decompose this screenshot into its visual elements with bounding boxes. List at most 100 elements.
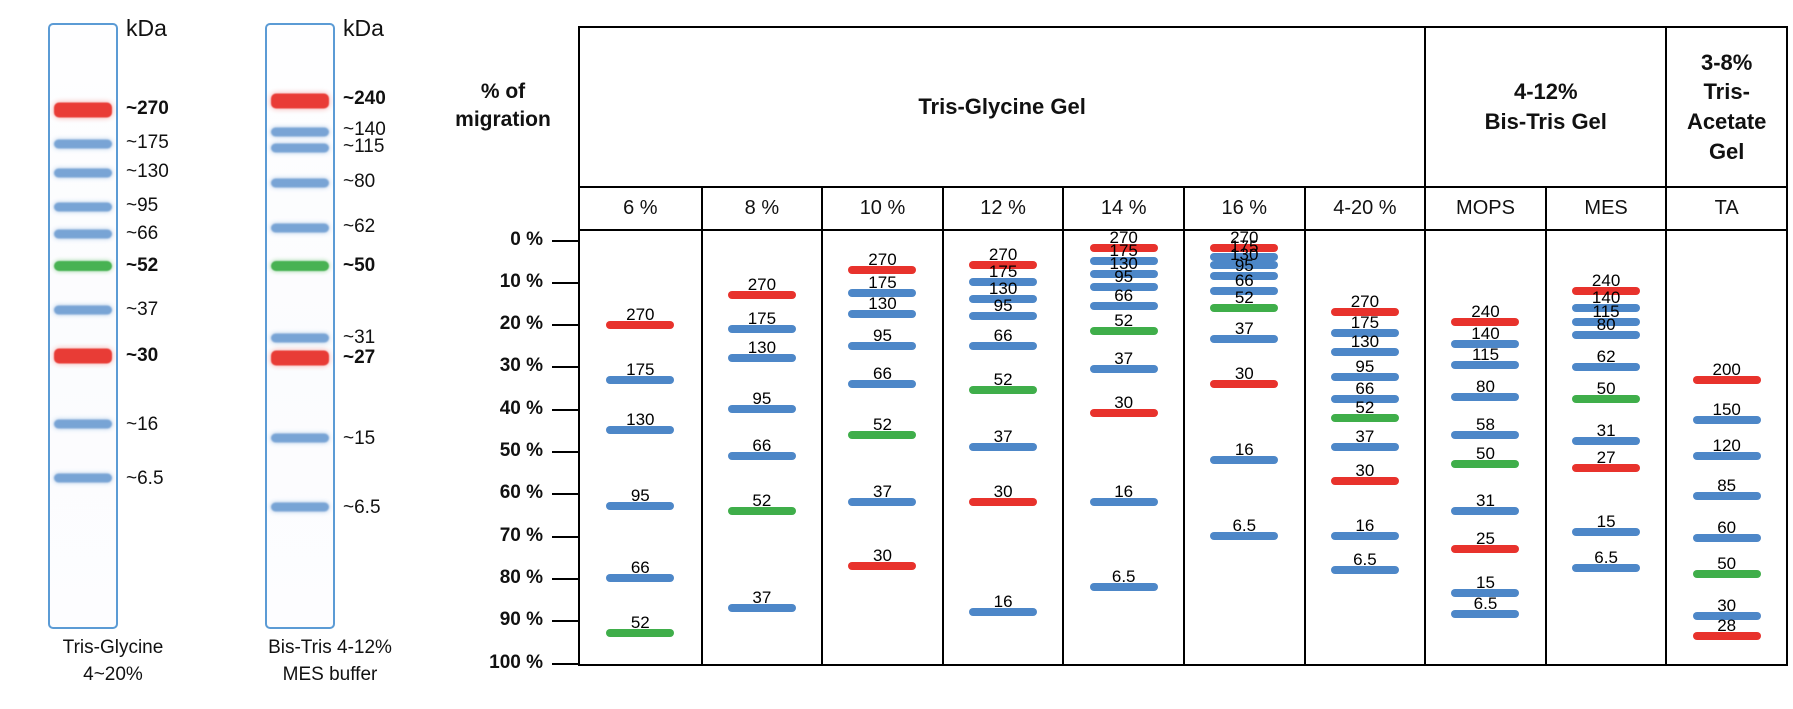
band-kda-label: 66 bbox=[1234, 270, 1254, 290]
band-kda-label: 16 bbox=[1355, 516, 1375, 536]
lane-band-6.5 bbox=[53, 473, 113, 483]
band-kda-label: 175 bbox=[626, 359, 655, 379]
band-kda-label: 6.5 bbox=[1232, 516, 1257, 536]
y-tick-mark bbox=[552, 281, 578, 284]
band-bar bbox=[1210, 303, 1279, 312]
band-bar bbox=[1089, 409, 1158, 418]
band-bar bbox=[1692, 534, 1761, 543]
band-kda-label: 37 bbox=[1114, 349, 1134, 368]
band-kda-label: 50 bbox=[1717, 554, 1737, 574]
band-kda-label: 25 bbox=[1476, 528, 1495, 548]
band-bar bbox=[1210, 532, 1279, 541]
lane-band-label: ~37 bbox=[126, 299, 159, 321]
lane-band-label: ~15 bbox=[343, 427, 376, 449]
band-bar bbox=[969, 443, 1038, 452]
band-kda-label: 130 bbox=[1230, 245, 1259, 265]
band-kda-label: 140 bbox=[1471, 323, 1500, 343]
lane-band-label: ~31 bbox=[343, 327, 376, 349]
band-kda-label: 130 bbox=[868, 294, 897, 314]
band-bar bbox=[606, 502, 675, 511]
band-kda-label: 175 bbox=[1230, 236, 1259, 256]
gel-type-header: 4-12% Bis-Tris Gel bbox=[1424, 28, 1666, 188]
band-bar bbox=[1692, 491, 1761, 500]
band-bar bbox=[1330, 413, 1399, 422]
band-kda-label: 66 bbox=[993, 325, 1013, 345]
y-tick-label: 20 % bbox=[499, 313, 543, 335]
band-bar bbox=[1572, 464, 1641, 473]
column-header-4-20%: 4-20 % bbox=[1303, 188, 1425, 231]
lane-band-label: ~130 bbox=[126, 161, 169, 183]
band-bar bbox=[1330, 443, 1399, 452]
band-bar bbox=[1330, 307, 1399, 316]
band-kda-label: 27 bbox=[1596, 448, 1616, 468]
band-bar bbox=[1451, 339, 1520, 348]
band-kda-label: 175 bbox=[747, 308, 777, 328]
y-tick-mark bbox=[552, 408, 578, 411]
band-bar bbox=[1089, 326, 1158, 335]
band-kda-label: 66 bbox=[1355, 378, 1375, 398]
band-bar bbox=[1210, 261, 1279, 270]
lane-band-label: ~240 bbox=[343, 88, 386, 110]
band-bar bbox=[727, 290, 796, 299]
band-kda-label: 130 bbox=[626, 410, 655, 430]
band-bar bbox=[1572, 394, 1641, 403]
band-bar bbox=[1451, 544, 1520, 553]
y-tick-label: 60 % bbox=[499, 482, 543, 504]
band-bar bbox=[1451, 460, 1520, 469]
band-bar bbox=[969, 341, 1038, 350]
y-tick-label: 0 % bbox=[510, 228, 543, 250]
band-bar bbox=[1210, 379, 1279, 388]
band-kda-label: 52 bbox=[873, 414, 892, 434]
band-kda-label: 50 bbox=[1476, 444, 1495, 464]
band-bar bbox=[606, 629, 675, 638]
band-kda-label: 30 bbox=[993, 482, 1013, 502]
band-bar bbox=[1089, 257, 1158, 266]
lane-band-label: ~80 bbox=[343, 170, 376, 192]
band-kda-label: 58 bbox=[1476, 414, 1495, 434]
band-bar bbox=[1451, 392, 1520, 401]
band-bar bbox=[1572, 362, 1641, 371]
band-kda-label: 15 bbox=[1476, 573, 1495, 593]
band-kda-label: 130 bbox=[747, 338, 777, 358]
column-bands-16%: 270 175 130 95 66 52 37 30 16 6.5 bbox=[1182, 228, 1304, 664]
band-bar bbox=[848, 379, 917, 388]
band-bar bbox=[1451, 318, 1520, 327]
y-tick-mark bbox=[552, 620, 578, 623]
y-tick-mark bbox=[552, 239, 578, 242]
lane-caption: Bis-Tris 4-12% MES buffer bbox=[268, 637, 392, 685]
band-bar bbox=[1210, 271, 1279, 280]
band-kda-label: 6.5 bbox=[1111, 566, 1136, 586]
lane-band-130 bbox=[53, 168, 113, 178]
band-kda-label: 130 bbox=[1109, 253, 1138, 273]
band-kda-label: 270 bbox=[1109, 228, 1138, 248]
band-kda-label: 270 bbox=[988, 245, 1018, 265]
y-tick-label: 80 % bbox=[499, 566, 543, 588]
band-bar bbox=[969, 261, 1038, 270]
column-header-14%: 14 % bbox=[1062, 188, 1183, 231]
band-kda-label: 270 bbox=[626, 304, 655, 324]
band-bar bbox=[606, 574, 675, 583]
band-bar bbox=[1210, 455, 1279, 464]
band-kda-label: 37 bbox=[1355, 427, 1375, 447]
band-kda-label: 30 bbox=[873, 545, 892, 565]
lane-band-66 bbox=[53, 229, 113, 239]
band-kda-label: 95 bbox=[873, 325, 892, 345]
band-kda-label: 28 bbox=[1717, 615, 1737, 635]
band-bar bbox=[969, 386, 1038, 395]
band-bar bbox=[969, 498, 1038, 507]
lane-band-115 bbox=[270, 143, 330, 153]
band-kda-label: 270 bbox=[1230, 228, 1259, 248]
lane-band-label: ~95 bbox=[126, 195, 159, 216]
band-kda-label: 240 bbox=[1591, 270, 1621, 290]
lane-band-labels: ~270 ~175 ~130 ~95 ~66 ~52 ~37 ~30 ~16 ~6.5 bbox=[126, 23, 218, 629]
lane-band-240 bbox=[270, 93, 330, 109]
gel-lanes-panel: kDa ~270 ~175 ~130 ~95 ~66 ~52 ~37 ~30 ~16 ~6.5 Tri… bbox=[0, 0, 440, 709]
band-bar bbox=[1210, 335, 1279, 344]
band-kda-label: 37 bbox=[1234, 319, 1254, 339]
band-kda-label: 130 bbox=[1350, 332, 1380, 352]
band-bar bbox=[727, 405, 796, 414]
band-bar bbox=[727, 324, 796, 333]
band-bar bbox=[1692, 451, 1761, 460]
band-kda-label: 175 bbox=[868, 272, 897, 292]
